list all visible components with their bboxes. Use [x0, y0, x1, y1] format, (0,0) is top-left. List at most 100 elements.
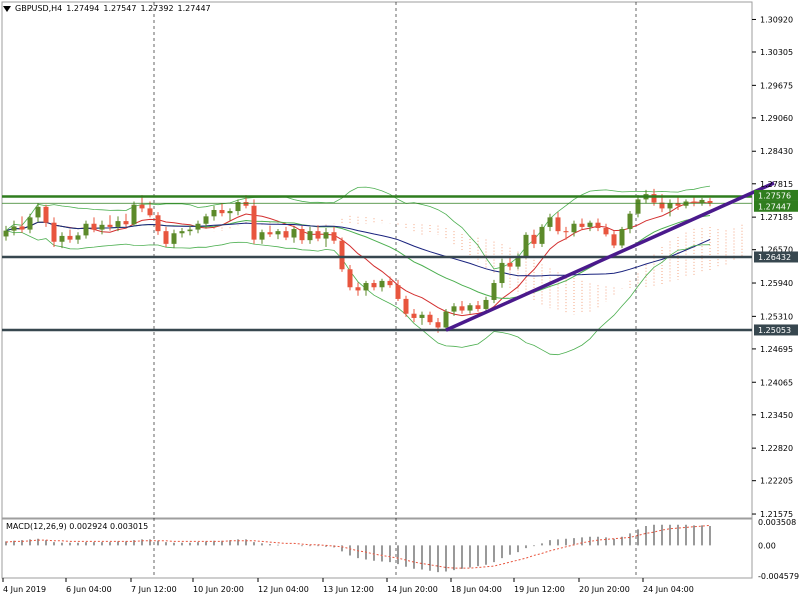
time-tick-label: 6 Jun 04:00 — [66, 585, 112, 594]
candle-body — [515, 256, 521, 267]
price-tick-label: 1.27815 — [760, 180, 793, 189]
candle-body — [635, 199, 641, 214]
candle-body — [291, 229, 297, 238]
time-tick-label: 24 Jun 04:00 — [643, 585, 694, 594]
candle-body — [459, 306, 465, 311]
candle-body — [475, 305, 481, 309]
price-tick-label: 1.29675 — [760, 81, 793, 90]
macd-header: MACD(12,26,9) 0.002924 0.003015 — [6, 522, 149, 531]
moving-average-slow-line — [5, 221, 711, 277]
chart-header: GBPUSD,H4 1.27494 1.27547 1.27392 1.2744… — [3, 4, 211, 13]
candle-body — [307, 231, 313, 241]
candle-body — [163, 231, 169, 244]
candle-body — [483, 299, 489, 309]
price-level-tag-label: 1.26432 — [758, 253, 791, 262]
candle-body — [699, 199, 705, 204]
candle-body — [147, 208, 153, 216]
candle-body — [227, 211, 233, 214]
candle-body — [659, 202, 665, 209]
candle-body — [395, 285, 401, 299]
price-level-tag — [754, 251, 798, 263]
candle-body — [451, 306, 457, 312]
candle-body — [587, 222, 593, 227]
candle-body — [691, 201, 697, 204]
macd-pane-frame — [1, 518, 753, 579]
candle-body — [419, 314, 425, 318]
candle-body — [243, 202, 249, 206]
candle-body — [171, 233, 177, 244]
candle-body — [611, 234, 617, 246]
price-tick-label: 1.24695 — [760, 345, 793, 354]
time-tick-label: 14 Jun 20:00 — [387, 585, 438, 594]
price-tick-label: 1.23450 — [760, 411, 793, 420]
candle-body — [155, 215, 161, 232]
bollinger-upper-line — [5, 185, 711, 270]
candle-body — [595, 222, 601, 228]
macd-indicator: 0.003508 0.00 -0.004579 — [5, 518, 799, 581]
price-tick-label: 1.21575 — [760, 510, 793, 519]
candle-body — [275, 231, 281, 235]
candle-body — [339, 240, 345, 270]
candle-body — [235, 202, 241, 212]
low-value: 1.27392 — [140, 4, 174, 13]
candle-body — [299, 229, 305, 241]
candle-body — [51, 222, 57, 242]
price-level-tag-label: 1.27576 — [758, 191, 791, 200]
candle-body — [139, 204, 145, 209]
candle-body — [387, 280, 393, 286]
time-tick-label: 12 Jun 04:00 — [258, 585, 309, 594]
uptrend-line — [445, 181, 775, 332]
candle-body — [627, 213, 633, 230]
time-tick-label: 18 Jun 04:00 — [451, 585, 502, 594]
candle-body — [59, 235, 65, 242]
candle-body — [35, 206, 41, 218]
candle-body — [707, 200, 713, 204]
price-tick-label: 1.30305 — [760, 48, 793, 57]
chevron-down-icon[interactable] — [3, 5, 11, 12]
symbol-label: GBPUSD,H4 — [15, 4, 63, 13]
candle-body — [411, 313, 417, 318]
candle-body — [83, 223, 89, 236]
candle-body — [403, 298, 409, 314]
candle-body — [579, 223, 585, 227]
candle-body — [323, 232, 329, 239]
horizontal-levels — [2, 195, 752, 332]
price-tick-label: 1.29060 — [760, 114, 793, 123]
candle-body — [347, 269, 353, 288]
candle-body — [3, 230, 9, 237]
candle-body — [531, 234, 537, 244]
candle-body — [667, 203, 673, 209]
candle-body — [651, 194, 657, 203]
price-tick-label: 1.22205 — [760, 477, 793, 486]
candle-body — [251, 205, 257, 240]
candle-body — [123, 221, 129, 225]
price-tick-label: 1.25310 — [760, 312, 793, 321]
candle-body — [75, 235, 81, 240]
price-tick-label: 1.30920 — [760, 15, 793, 24]
time-axis: 4 Jun 2019 6 Jun 04:00 7 Jun 12:00 10 Jun 2… — [2, 578, 694, 594]
candle-body — [547, 217, 553, 227]
trendline — [445, 181, 775, 332]
price-level-tag-label: 1.27447 — [758, 202, 791, 211]
candle-body — [499, 262, 505, 284]
candle-body — [379, 280, 385, 288]
time-tick-label: 13 Jun 12:00 — [323, 585, 374, 594]
candle-body — [267, 232, 273, 235]
candle-body — [467, 305, 473, 311]
price-tick-label: 1.22820 — [760, 444, 793, 453]
candle-body — [491, 283, 497, 300]
candle-body — [619, 229, 625, 246]
price-tick-label: 1.24065 — [760, 378, 793, 387]
candle-body — [355, 287, 361, 291]
price-tick-label: 1.25940 — [760, 279, 793, 288]
candle-body — [203, 216, 209, 224]
moving-average-fast-line — [5, 201, 711, 317]
candle-body — [539, 226, 545, 244]
candle-body — [363, 283, 369, 291]
candle-body — [603, 227, 609, 235]
high-value: 1.27547 — [103, 4, 137, 13]
macd-signal-line — [5, 524, 711, 569]
time-tick-label: 19 Jun 12:00 — [514, 585, 565, 594]
